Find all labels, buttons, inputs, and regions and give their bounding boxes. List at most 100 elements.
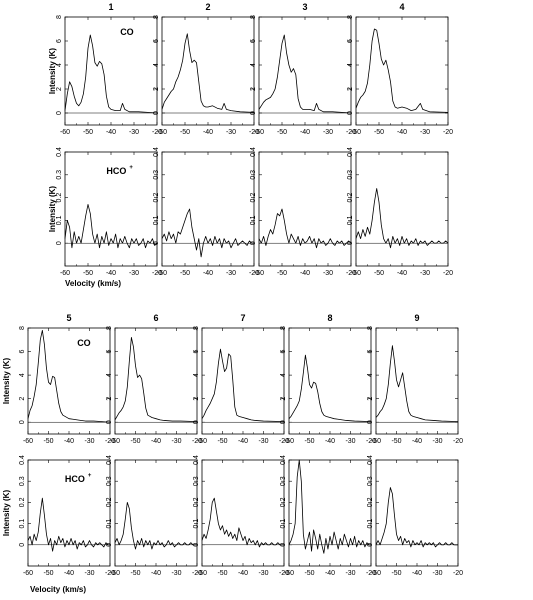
panel-number-7: 7 <box>240 313 245 323</box>
panel-frame-g1-p4-hco <box>375 459 459 567</box>
y-tick-label-g1-p1-co-4: 8 <box>106 326 113 330</box>
panel-frame-g0-p1-co <box>161 16 255 126</box>
y-tick-label-g1-p3-hco-3: 0.3 <box>280 476 287 486</box>
x-tick-label-g1-p0-hco-1: -50 <box>43 570 53 577</box>
panel-frame-g1-p3-hco <box>288 459 372 567</box>
x-tick-label-g0-p2-co-3: -30 <box>323 129 333 136</box>
y-tick-label-g1-p1-hco-1: 0.1 <box>106 519 113 529</box>
x-tick-label-g1-p4-co-2: -40 <box>412 438 422 445</box>
x-tick-label-g1-p4-co-4: -20 <box>453 438 463 445</box>
x-tick-label-g1-p1-hco-2: -40 <box>151 570 161 577</box>
y-tick-label-g0-p0-hco-0: 0 <box>56 241 63 245</box>
co-y-axis-label-0: Intensity (K) <box>48 48 57 95</box>
x-tick-label-g0-p3-hco-1: -50 <box>374 270 384 277</box>
y-tick-label-g1-p4-hco-0: 0 <box>367 543 374 547</box>
x-tick-label-g0-p1-co-2: -40 <box>203 129 213 136</box>
y-tick-label-g0-p3-co-1: 2 <box>347 87 354 91</box>
x-tick-label-g0-p0-hco-4: -20 <box>152 270 162 277</box>
x-tick-label-g0-p0-co-3: -30 <box>129 129 139 136</box>
y-tick-label-g1-p3-co-1: 2 <box>280 397 287 401</box>
y-tick-label-g1-p2-hco-2: 0.2 <box>193 497 200 507</box>
x-tick-label-g1-p3-co-2: -40 <box>325 438 335 445</box>
y-tick-label-g0-p2-hco-1: 0.1 <box>250 215 257 225</box>
spectrum-line-g1-p3-co <box>288 354 372 423</box>
panel-number-9: 9 <box>414 313 419 323</box>
x-tick-label-g1-p3-hco-2: -40 <box>325 570 335 577</box>
spectrum-line-g1-p3-hco <box>288 459 371 554</box>
panel-number-3: 3 <box>302 2 307 12</box>
panel-frame-g1-p2-hco <box>201 459 285 567</box>
x-tick-label-g1-p0-co-3: -30 <box>84 438 94 445</box>
x-tick-label-g0-p3-hco-2: -40 <box>397 270 407 277</box>
y-tick-label-g0-p0-co-0: 0 <box>56 111 63 115</box>
y-tick-label-g0-p0-co-4: 8 <box>56 15 63 19</box>
hco-species-sup-0: + <box>129 165 133 171</box>
spectrum-line-g1-p0-hco <box>27 497 110 552</box>
y-tick-label-g0-p3-co-2: 4 <box>347 63 354 67</box>
x-tick-label-g0-p3-co-1: -50 <box>374 129 384 136</box>
x-tick-label-g1-p4-hco-3: -30 <box>432 570 442 577</box>
y-tick-label-g1-p3-hco-1: 0.1 <box>280 519 287 529</box>
panel-number-8: 8 <box>327 313 332 323</box>
x-tick-label-g1-p2-hco-4: -20 <box>279 570 289 577</box>
x-tick-label-g0-p1-hco-2: -40 <box>203 270 213 277</box>
y-tick-label-g0-p3-hco-4: 0.4 <box>347 147 354 157</box>
x-tick-label-g1-p2-co-2: -40 <box>238 438 248 445</box>
spectrum-line-g0-p2-hco <box>258 208 352 249</box>
y-tick-label-g1-p1-hco-2: 0.2 <box>106 497 113 507</box>
x-tick-label-g1-p2-hco-1: -50 <box>217 570 227 577</box>
y-tick-label-g1-p0-hco-1: 0.1 <box>19 519 26 529</box>
y-tick-label-g1-p1-co-2: 4 <box>106 373 113 377</box>
panel-frame-g1-p3-co <box>288 327 372 435</box>
y-tick-label-g1-p1-hco-4: 0.4 <box>106 455 113 465</box>
x-tick-label-g0-p0-hco-2: -40 <box>106 270 116 277</box>
spectrum-line-g0-p0-co <box>64 34 158 114</box>
x-tick-label-g1-p1-co-3: -30 <box>171 438 181 445</box>
x-tick-label-g0-p3-hco-3: -30 <box>420 270 430 277</box>
y-tick-label-g0-p1-hco-0: 0 <box>153 241 160 245</box>
x-tick-label-g1-p0-co-0: -60 <box>23 438 33 445</box>
x-tick-label-g0-p0-hco-0: -60 <box>60 270 70 277</box>
y-tick-label-g0-p2-co-2: 4 <box>250 63 257 67</box>
spectrum-line-g0-p3-co <box>355 28 449 113</box>
y-tick-label-g1-p3-co-2: 4 <box>280 373 287 377</box>
y-tick-label-g0-p3-hco-1: 0.1 <box>347 215 354 225</box>
x-tick-label-g1-p4-hco-4: -20 <box>453 570 463 577</box>
x-tick-label-g1-p3-hco-0: -60 <box>284 570 294 577</box>
panel-number-6: 6 <box>153 313 158 323</box>
x-tick-label-g1-p3-hco-3: -30 <box>345 570 355 577</box>
x-tick-label-g1-p2-co-0: -60 <box>197 438 207 445</box>
spectrum-line-g1-p4-hco <box>375 487 458 548</box>
x-tick-label-g0-p0-co-0: -60 <box>60 129 70 136</box>
y-tick-label-g1-p3-hco-2: 0.2 <box>280 497 287 507</box>
x-tick-label-g0-p1-hco-0: -60 <box>157 270 167 277</box>
x-tick-label-g1-p0-hco-2: -40 <box>64 570 74 577</box>
x-tick-label-g0-p3-co-4: -20 <box>443 129 453 136</box>
x-tick-label-g0-p3-co-0: -60 <box>351 129 361 136</box>
y-tick-label-g1-p0-co-1: 2 <box>19 397 26 401</box>
y-tick-label-g1-p1-hco-0: 0 <box>106 543 113 547</box>
spectrum-line-g1-p2-hco <box>201 497 284 548</box>
x-tick-label-g1-p4-co-3: -30 <box>432 438 442 445</box>
y-tick-label-g0-p2-co-3: 6 <box>250 39 257 43</box>
x-tick-label-g1-p1-hco-3: -30 <box>171 570 181 577</box>
x-tick-label-g1-p1-hco-4: -20 <box>192 570 202 577</box>
spectrum-line-g1-p0-co <box>27 329 111 423</box>
y-tick-label-g1-p0-hco-4: 0.4 <box>19 455 26 465</box>
x-tick-label-g0-p2-hco-2: -40 <box>300 270 310 277</box>
y-tick-label-g1-p3-co-3: 6 <box>280 350 287 354</box>
y-tick-label-g1-p2-co-0: 0 <box>193 420 200 424</box>
x-tick-label-g0-p2-hco-4: -20 <box>346 270 356 277</box>
y-tick-label-g0-p3-hco-2: 0.2 <box>347 193 354 203</box>
y-tick-label-g1-p1-co-3: 6 <box>106 350 113 354</box>
y-tick-label-g1-p0-co-4: 8 <box>19 326 26 330</box>
y-tick-label-g1-p4-co-3: 6 <box>367 350 374 354</box>
panel-frame-g0-p2-co <box>258 16 352 126</box>
x-tick-label-g1-p2-hco-0: -60 <box>197 570 207 577</box>
y-tick-label-g1-p4-hco-4: 0.4 <box>367 455 374 465</box>
x-tick-label-g0-p3-hco-0: -60 <box>351 270 361 277</box>
x-tick-label-g0-p1-hco-3: -30 <box>226 270 236 277</box>
x-tick-label-g1-p0-hco-0: -60 <box>23 570 33 577</box>
panel-number-1: 1 <box>108 2 113 12</box>
x-tick-label-g0-p1-co-4: -20 <box>249 129 259 136</box>
